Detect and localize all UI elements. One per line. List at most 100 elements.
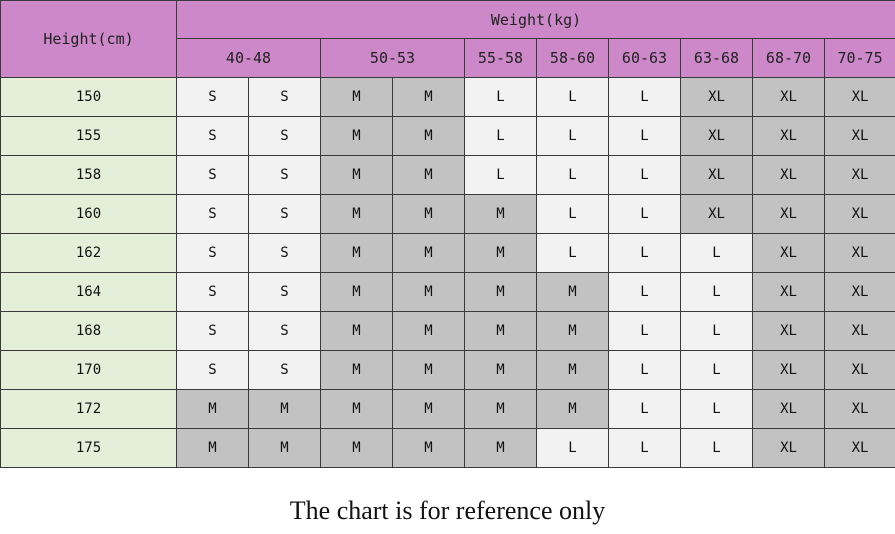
weight-range-header: 70-75	[823, 38, 895, 78]
size-cell: L	[680, 389, 753, 429]
size-cell: L	[608, 272, 681, 312]
size-cell: XL	[752, 116, 825, 156]
height-cell: 170	[0, 350, 177, 390]
size-cell: M	[320, 428, 393, 468]
size-cell: M	[536, 350, 609, 390]
size-cell: L	[680, 311, 753, 351]
table-row: 158 S S M M L L L XL XL XL	[0, 155, 895, 195]
weight-group-header: Weight(kg)	[175, 0, 895, 39]
size-cell: L	[536, 428, 609, 468]
size-cell: M	[536, 389, 609, 429]
height-cell: 168	[0, 311, 177, 351]
size-cell: XL	[823, 350, 895, 390]
size-cell: L	[536, 77, 609, 117]
size-cell: S	[248, 116, 321, 156]
size-cell: M	[320, 155, 393, 195]
size-cell: S	[248, 233, 321, 273]
weight-range-header-row: 40-48 50-53 55-58 58-60 60-63 63-68 68-70 70-75	[1, 38, 895, 78]
weight-range-header: 63-68	[680, 38, 753, 78]
height-column-header: Height(cm)	[0, 0, 177, 78]
height-cell: 158	[0, 155, 177, 195]
size-cell: M	[464, 389, 537, 429]
table-row: 175 M M M M M L L L XL XL	[0, 428, 895, 468]
size-cell: M	[392, 194, 465, 234]
size-cell: S	[248, 311, 321, 351]
size-cell: XL	[752, 389, 825, 429]
size-cell: L	[608, 116, 681, 156]
size-cell: XL	[823, 233, 895, 273]
size-cell: S	[248, 77, 321, 117]
size-cell: XL	[752, 194, 825, 234]
size-cell: M	[176, 389, 249, 429]
size-cell: XL	[823, 155, 895, 195]
size-cell: L	[536, 116, 609, 156]
size-cell: L	[464, 155, 537, 195]
size-cell: M	[464, 350, 537, 390]
weight-range-header: 50-53	[320, 38, 465, 78]
size-cell: M	[536, 311, 609, 351]
size-cell: L	[608, 194, 681, 234]
size-cell: XL	[752, 272, 825, 312]
size-cell: M	[176, 428, 249, 468]
table-row: 162 S S M M M L L L XL XL	[0, 233, 895, 273]
size-cell: S	[176, 272, 249, 312]
size-cell: L	[680, 350, 753, 390]
height-cell: 150	[0, 77, 177, 117]
size-cell: M	[392, 155, 465, 195]
size-cell: XL	[823, 428, 895, 468]
size-cell: XL	[680, 194, 753, 234]
size-cell: XL	[680, 77, 753, 117]
size-cell: M	[320, 389, 393, 429]
height-cell: 160	[0, 194, 177, 234]
size-cell: M	[392, 311, 465, 351]
size-cell: L	[680, 233, 753, 273]
size-cell: S	[176, 233, 249, 273]
size-cell: XL	[823, 272, 895, 312]
size-cell: XL	[823, 77, 895, 117]
size-cell: S	[248, 194, 321, 234]
size-cell: XL	[752, 155, 825, 195]
size-cell: M	[464, 311, 537, 351]
size-cell: XL	[823, 311, 895, 351]
size-cell: XL	[823, 389, 895, 429]
size-cell: M	[464, 194, 537, 234]
size-cell: XL	[752, 350, 825, 390]
size-cell: XL	[752, 233, 825, 273]
size-cell: XL	[752, 77, 825, 117]
height-cell: 172	[0, 389, 177, 429]
size-cell: L	[680, 428, 753, 468]
table-row: 172 M M M M M M L L XL XL	[0, 389, 895, 429]
size-cell: S	[176, 194, 249, 234]
size-cell: M	[320, 272, 393, 312]
size-cell: L	[608, 428, 681, 468]
size-cell: L	[680, 272, 753, 312]
weight-range-header: 40-48	[176, 38, 321, 78]
weight-range-header: 55-58	[464, 38, 537, 78]
reference-note: The chart is for reference only	[289, 496, 606, 525]
size-cell: M	[392, 389, 465, 429]
size-cell: S	[176, 311, 249, 351]
size-cell: L	[608, 389, 681, 429]
height-cell: 164	[0, 272, 177, 312]
size-cell: XL	[680, 116, 753, 156]
size-cell: M	[320, 311, 393, 351]
size-cell: XL	[752, 428, 825, 468]
size-cell: S	[248, 272, 321, 312]
size-cell: M	[320, 77, 393, 117]
size-cell: L	[536, 194, 609, 234]
table-row: 168 S S M M M M L L XL XL	[0, 311, 895, 351]
size-cell: L	[536, 233, 609, 273]
size-cell: L	[536, 155, 609, 195]
size-cell: M	[392, 350, 465, 390]
weight-range-header: 60-63	[608, 38, 681, 78]
height-cell: 162	[0, 233, 177, 273]
size-cell: M	[320, 116, 393, 156]
size-cell: L	[608, 350, 681, 390]
size-chart-table: Height(cm) Weight(kg) 40-48 50-53 55-58 58-…	[0, 0, 895, 468]
size-table-body: 150 S S M M L L L XL XL XL 155 S S M M L L L XL XL XL 158 S S M M L…	[0, 77, 895, 468]
size-cell: XL	[680, 155, 753, 195]
size-cell: L	[464, 116, 537, 156]
weight-range-header: 58-60	[536, 38, 609, 78]
table-row: 164 S S M M M M L L XL XL	[0, 272, 895, 312]
table-row: 160 S S M M M L L XL XL XL	[0, 194, 895, 234]
